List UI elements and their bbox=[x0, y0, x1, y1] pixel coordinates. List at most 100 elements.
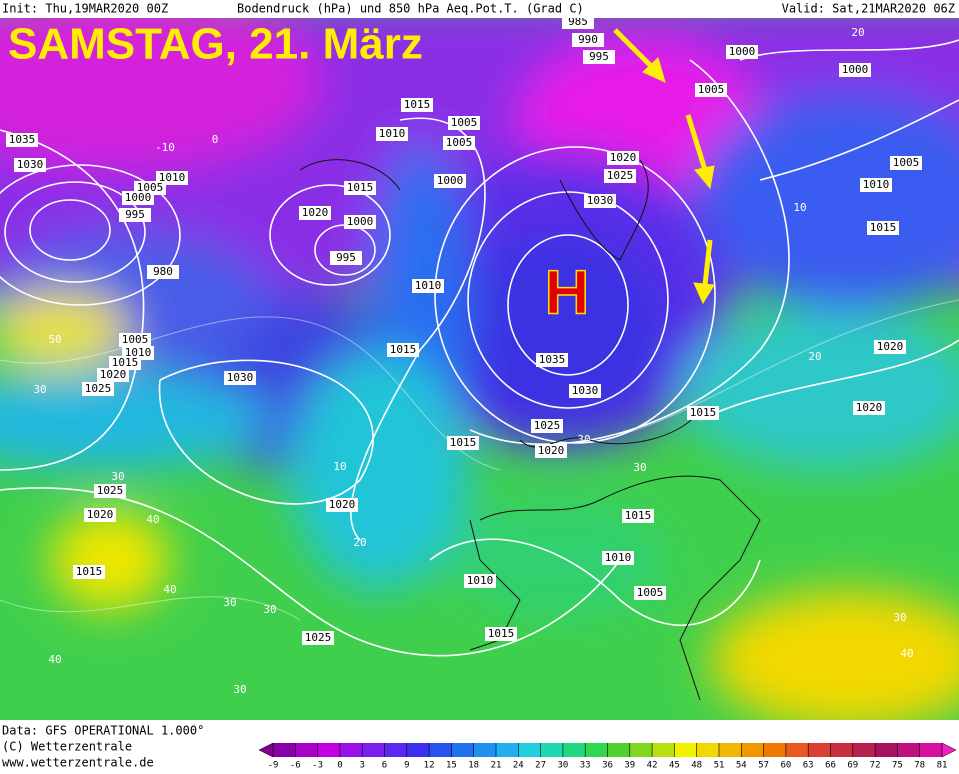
temperature-label: 10 bbox=[333, 460, 346, 473]
valid-time: Valid: Sat,21MAR2020 06Z bbox=[782, 2, 955, 16]
isobar-label-text: 1015 bbox=[450, 436, 477, 449]
isobar-label-text: 1020 bbox=[87, 508, 114, 521]
data-source: Data: GFS OPERATIONAL 1.000° bbox=[2, 724, 204, 738]
isobar-label-box bbox=[687, 406, 719, 420]
init-time: Init: Thu,19MAR2020 00Z bbox=[2, 2, 168, 16]
isobar-label-box bbox=[607, 151, 639, 165]
isobar-label-text: 1020 bbox=[329, 498, 356, 511]
colorbar-swatch bbox=[540, 743, 564, 757]
isobar-label: 1000 bbox=[839, 63, 871, 77]
isobar-label-text: 1000 bbox=[437, 174, 464, 187]
isobar-label-text: 1010 bbox=[605, 551, 632, 564]
colorbar-swatch bbox=[562, 743, 586, 757]
temperature-label: 20 bbox=[808, 350, 821, 363]
colorbar-swatch bbox=[652, 743, 675, 757]
temperature-label: 50 bbox=[48, 333, 61, 346]
isobar-label-box bbox=[535, 444, 567, 458]
colorbar-tick-label: 6 bbox=[382, 761, 387, 771]
isobar-label-box bbox=[344, 181, 376, 195]
isobar-label-text: 1015 bbox=[488, 627, 515, 640]
colorbar-swatch bbox=[696, 743, 720, 757]
colorbar-tick-label: 39 bbox=[624, 761, 635, 771]
colorbar-swatch bbox=[719, 743, 742, 757]
isobar-label-box bbox=[443, 136, 475, 150]
temperature-label: 20 bbox=[353, 536, 366, 549]
isobar-label-text: 1005 bbox=[451, 116, 478, 129]
isobar-label-text: 1010 bbox=[415, 279, 442, 292]
colorbar-tick-label: 24 bbox=[513, 761, 524, 771]
colorbar-tick-label: 54 bbox=[736, 761, 747, 771]
isobar-label-box bbox=[531, 419, 563, 433]
isobar-label-box bbox=[622, 509, 654, 523]
title: SAMSTAG, 21. März bbox=[8, 20, 423, 69]
temperature-label: 30 bbox=[223, 596, 236, 609]
isobar-label-text: 995 bbox=[125, 208, 145, 221]
temperature-label: 40 bbox=[900, 647, 913, 660]
temperature-label: 30 bbox=[633, 461, 646, 474]
isobar-label: 1025 bbox=[82, 382, 114, 396]
isobar-label-text: 1030 bbox=[17, 158, 44, 171]
isobar-label: 1015 bbox=[344, 181, 376, 195]
isobar-label-box bbox=[634, 586, 666, 600]
temperature-label: 30 bbox=[263, 603, 276, 616]
isobar-label-box bbox=[94, 484, 126, 498]
temperature-label: 30 bbox=[893, 611, 906, 624]
isobar-label-text: 1020 bbox=[856, 401, 883, 414]
temperature-label: 30 bbox=[233, 683, 246, 696]
colorbar-swatch bbox=[830, 743, 854, 757]
colorbar-swatch bbox=[496, 743, 519, 757]
isobar-label: 1035 bbox=[6, 133, 38, 147]
isobar-label: 1015 bbox=[387, 343, 419, 357]
isobar-label-text: 1035 bbox=[9, 133, 36, 146]
colorbar-swatch bbox=[295, 743, 319, 757]
isobar-label: 1005 bbox=[443, 136, 475, 150]
isobar-label-text: 1030 bbox=[587, 194, 614, 207]
isobar-label-text: 1005 bbox=[446, 136, 473, 149]
map-labels: 1035103010101005100099598010051010101510… bbox=[6, 18, 922, 696]
isobar-label: 995 bbox=[119, 208, 151, 222]
isobar-label-text: 980 bbox=[153, 265, 173, 278]
isobar-label: 1030 bbox=[224, 371, 256, 385]
isobar-label-text: 1020 bbox=[877, 340, 904, 353]
isobar-label: 1010 bbox=[412, 279, 444, 293]
isobar-label: 1015 bbox=[622, 509, 654, 523]
colorbar-tick-label: 57 bbox=[758, 761, 769, 771]
colorbar-arrow-right bbox=[941, 742, 957, 758]
temperature-label: 20 bbox=[851, 26, 864, 39]
colorbar-tick-label: 48 bbox=[691, 761, 702, 771]
isobar-label-text: 995 bbox=[589, 50, 609, 63]
isobar-label: 990 bbox=[572, 33, 604, 47]
isobar-label: 1020 bbox=[84, 508, 116, 522]
isobar-label-text: 1020 bbox=[610, 151, 637, 164]
isobar-label-box bbox=[326, 498, 358, 512]
colorbar-swatch bbox=[741, 743, 765, 757]
isobar-label: 1020 bbox=[97, 368, 129, 382]
isobar-label-box bbox=[401, 98, 433, 112]
isobar-label-box bbox=[464, 574, 496, 588]
colorbar-swatch bbox=[629, 743, 653, 757]
isobar-label-box bbox=[119, 208, 151, 222]
isobar-label-box bbox=[84, 508, 116, 522]
isobar-label-text: 1005 bbox=[698, 83, 725, 96]
isobar-label: 1030 bbox=[569, 384, 601, 398]
isobar-label: 1035 bbox=[536, 353, 568, 367]
isobar-label-text: 1015 bbox=[347, 181, 374, 194]
isobar-label: 1030 bbox=[14, 158, 46, 172]
isobar-label-text: 1015 bbox=[76, 565, 103, 578]
isobar-label-text: 1020 bbox=[538, 444, 565, 457]
colorbar-tick-label: 69 bbox=[847, 761, 858, 771]
isobar-label-box bbox=[726, 45, 758, 59]
isobars bbox=[0, 39, 959, 657]
temperature-label: 40 bbox=[48, 653, 61, 666]
colorbar-swatch bbox=[518, 743, 542, 757]
isobar-label: 1015 bbox=[401, 98, 433, 112]
isobar-label: 1005 bbox=[119, 333, 151, 347]
isobar-label-box bbox=[412, 279, 444, 293]
colorbar-tick-label: 30 bbox=[557, 761, 568, 771]
high-pressure-marker: H bbox=[545, 258, 590, 327]
temperature-label: 40 bbox=[163, 583, 176, 596]
isobar-label-text: 1010 bbox=[467, 574, 494, 587]
colorbar-tick-label: 51 bbox=[714, 761, 725, 771]
colorbar-tick-label: 42 bbox=[647, 761, 658, 771]
